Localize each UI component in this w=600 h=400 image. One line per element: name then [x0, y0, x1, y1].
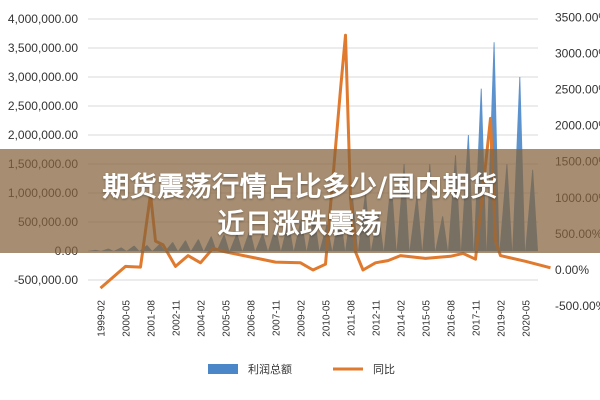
left-tick-label: 3,000,000.00 [8, 70, 78, 84]
x-tick-label: 2007-11 [272, 300, 283, 336]
x-axis: 1999-02 2000-05 2001-08 2002-11 2004-02 2005-… [97, 300, 533, 337]
left-tick-label: 2,500,000.00 [8, 99, 78, 113]
banner-title-line2: 近日涨跌震荡 [217, 209, 383, 240]
x-tick-label: 2005-05 [222, 300, 233, 337]
x-tick-label: 2010-05 [322, 300, 333, 337]
x-tick-label: 1999-02 [97, 300, 108, 337]
x-tick-label: 2009-02 [297, 300, 308, 337]
legend-label-line: 同比 [373, 363, 395, 376]
x-tick-label: 2016-08 [447, 300, 458, 337]
x-tick-label: 2020-05 [522, 300, 533, 337]
left-tick-label: -500,000.00 [14, 273, 78, 287]
banner-title-line1: 期货震荡行情占比多少/国内期货 [102, 172, 498, 203]
x-tick-label: 2000-05 [122, 300, 133, 337]
left-tick-label: 3,500,000.00 [8, 41, 78, 55]
x-tick-label: 2011-08 [347, 300, 358, 336]
x-tick-label: 2002-11 [172, 300, 183, 336]
right-tick-label: -500.00% [555, 299, 600, 313]
title-banner [0, 149, 600, 253]
left-tick-label: 2,000,000.00 [8, 128, 78, 142]
right-tick-label: 2500.00% [555, 83, 600, 97]
right-tick-label: 0.00% [555, 263, 589, 277]
right-tick-label: 3500.00% [555, 10, 600, 24]
x-tick-label: 2001-08 [147, 300, 158, 337]
x-tick-label: 2012-11 [372, 300, 383, 336]
x-tick-label: 2006-08 [247, 300, 258, 337]
x-tick-label: 2004-02 [197, 300, 208, 337]
right-tick-label: 3000.00% [555, 46, 600, 60]
left-tick-label: 4,000,000.00 [8, 12, 78, 26]
legend-swatch-bars [208, 364, 238, 374]
x-tick-label: 2015-05 [422, 300, 433, 337]
x-tick-label: 2019-02 [497, 300, 508, 337]
x-tick-label: 2017-11 [472, 300, 483, 336]
legend: 利润总额 同比 [208, 362, 395, 376]
x-tick-label: 2014-02 [397, 300, 408, 337]
right-tick-label: 2000.00% [555, 119, 600, 133]
legend-label-bars: 利润总额 [248, 362, 292, 376]
